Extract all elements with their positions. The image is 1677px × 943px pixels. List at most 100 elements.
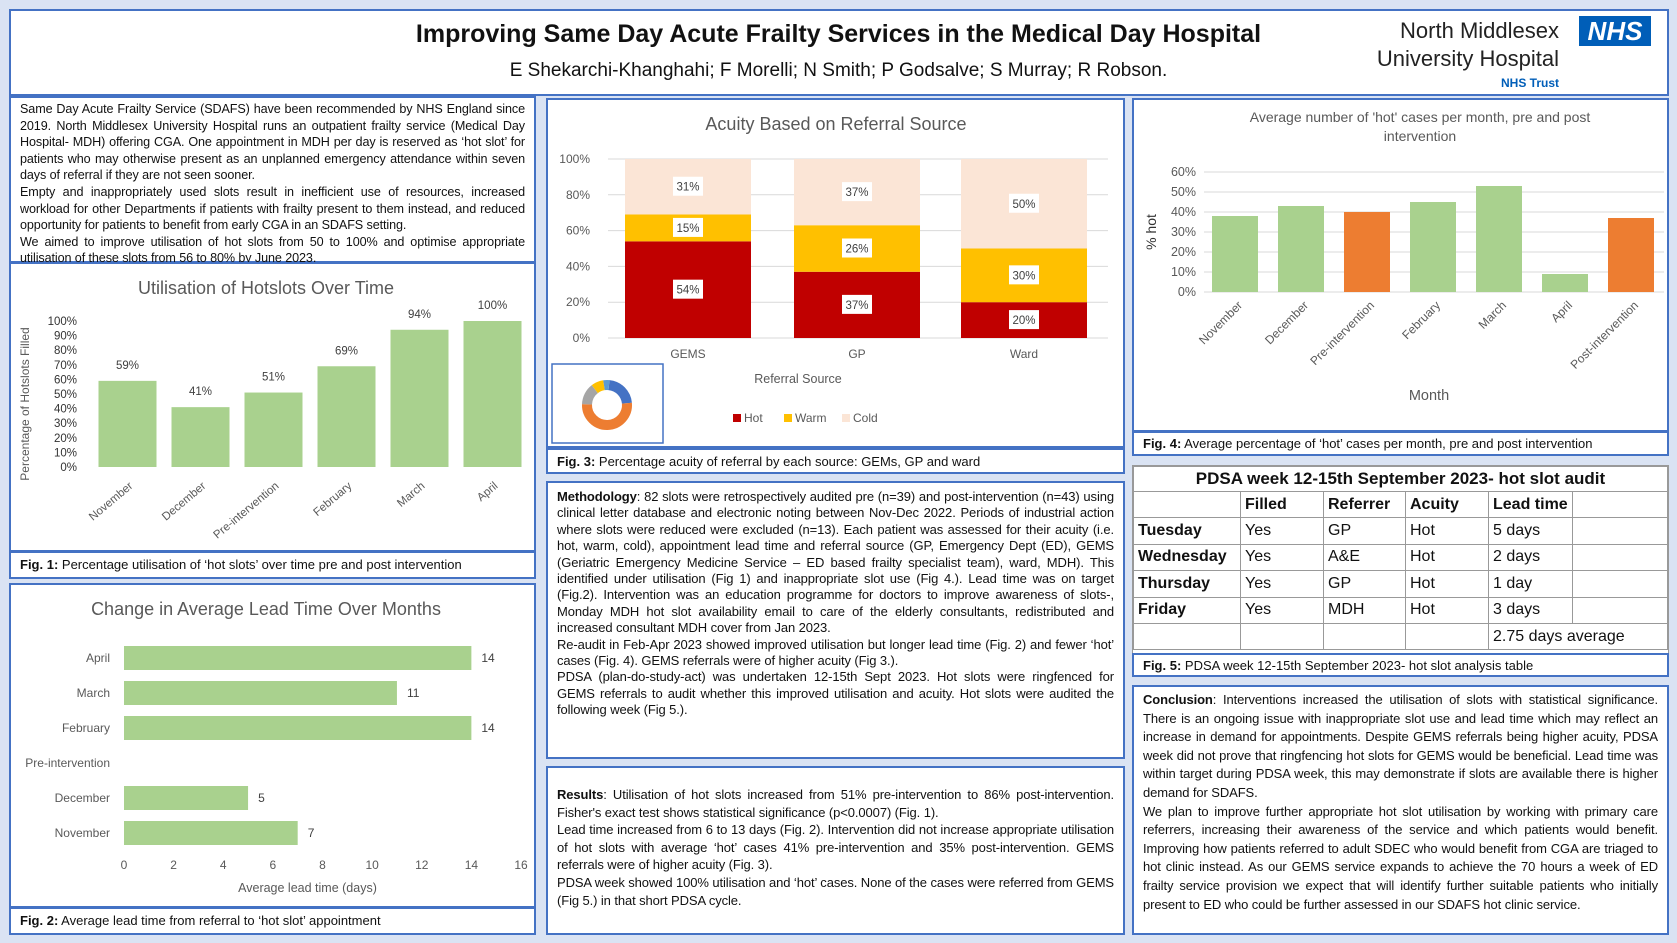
x-axis-label: Referral Source: [754, 372, 842, 386]
fig3-acuity-chart: Acuity Based on Referral Source 0% 20% 40% 6…: [551, 114, 1108, 444]
results-text: : Utilisation of hot slots increased fro…: [557, 787, 1114, 820]
table-cell: 2 days: [1488, 543, 1573, 572]
hospital-logo: North Middlesex University Hospital NHS …: [1359, 12, 1659, 92]
x-tick-label: 14: [465, 858, 479, 872]
fig4-chart-panel: Average number of 'hot' cases per month,…: [1132, 98, 1669, 432]
bar: [124, 821, 298, 845]
poster-header: [9, 9, 1669, 96]
table-cell: 3 days: [1488, 596, 1573, 624]
bar: [1344, 212, 1390, 292]
table-header: [1133, 490, 1241, 519]
bar: [1410, 202, 1456, 292]
table-header: [1571, 490, 1668, 519]
data-label-box: [842, 182, 872, 202]
legend-label: Cold: [853, 411, 878, 425]
results-panel: Results: Utilisation of hot slots increa…: [546, 766, 1125, 935]
bar: [1278, 206, 1324, 292]
table-cell: [1240, 622, 1324, 651]
table-row: Thursday Yes GP Hot 1 day: [1133, 570, 1668, 598]
data-label-box: [673, 176, 703, 196]
table-cell: Tuesday: [1133, 517, 1241, 545]
x-axis-label: Average lead time (days): [238, 881, 377, 895]
caption-text: Average percentage of ‘hot’ cases per mo…: [1181, 436, 1593, 451]
caption-label: Fig. 4:: [1143, 436, 1182, 451]
conclusion-panel: Conclusion: Interventions increased the …: [1132, 685, 1669, 935]
bar: [1476, 186, 1522, 292]
table-cell: 5 days: [1488, 517, 1573, 545]
x-tick-label: April: [475, 480, 500, 504]
introduction-panel: Same Day Acute Frailty Service (SDAFS) h…: [9, 96, 536, 265]
x-tick-label: 12: [415, 858, 429, 872]
x-tick-label: 10: [365, 858, 379, 872]
table-cell: Yes: [1240, 517, 1324, 545]
data-label: 41%: [189, 386, 212, 398]
fig1-chart-panel: Utilisation of Hotslots Over Time 0% 10% 20…: [9, 262, 536, 552]
nhs-badge-icon: NHS: [1579, 16, 1651, 46]
table-cell: Wednesday: [1133, 543, 1241, 572]
y-tick-label: 60%: [54, 374, 77, 386]
conclusion-paragraph: Conclusion: Interventions increased the …: [1143, 691, 1658, 803]
data-label: 100%: [478, 300, 507, 312]
data-label: 51%: [262, 372, 285, 384]
y-tick-label: 0%: [573, 331, 591, 345]
y-tick-label: 100%: [559, 152, 590, 166]
table-header: Referrer: [1323, 490, 1406, 519]
y-tick-label: Pre-intervention: [25, 756, 110, 770]
table-row: Friday Yes MDH Hot 3 days: [1133, 596, 1668, 624]
y-tick-label: 40%: [566, 259, 590, 273]
y-tick-label: 70%: [54, 360, 77, 372]
donut-segment: [591, 380, 606, 394]
y-tick-label: December: [55, 791, 110, 805]
methodology-text: : 82 slots were retrospectively audited …: [557, 489, 1114, 636]
donut-segment: [582, 385, 599, 405]
x-tick-label: GP: [848, 347, 865, 361]
conclusion-text: : Interventions increased the utilisatio…: [1143, 692, 1658, 800]
data-label-box: [673, 279, 703, 299]
y-tick-label: 50%: [54, 389, 77, 401]
data-label-box: [842, 294, 872, 314]
x-tick-label: 0: [121, 858, 128, 872]
chart-title-line: Average number of 'hot' cases per month,…: [1250, 109, 1591, 125]
x-tick-label: Pre-intervention: [212, 480, 282, 541]
methodology-heading: Methodology: [557, 489, 637, 504]
fig2-caption: Fig. 2: Average lead time from referral …: [9, 907, 536, 935]
data-label: 50%: [1012, 199, 1035, 211]
caption-text: Percentage acuity of referral by each so…: [595, 454, 981, 469]
data-label-box: [1009, 265, 1039, 285]
data-label: 30%: [1012, 270, 1035, 282]
y-tick-label: 60%: [1171, 165, 1196, 179]
fig3-chart-panel: Acuity Based on Referral Source 0% 20% 40% 6…: [546, 98, 1125, 448]
data-label: 14: [481, 721, 495, 735]
table-header: Acuity: [1405, 490, 1489, 519]
data-label-box: [673, 217, 703, 237]
y-tick-label: 80%: [566, 188, 590, 202]
intro-paragraph: Same Day Acute Frailty Service (SDAFS) h…: [20, 102, 525, 183]
data-label: 37%: [845, 300, 868, 312]
legend-swatch: [842, 414, 850, 422]
table-row: Tuesday Yes GP Hot 5 days: [1133, 517, 1668, 545]
y-tick-label: 90%: [54, 331, 77, 343]
chart-title: Utilisation of Hotslots Over Time: [138, 278, 394, 298]
y-tick-label: 30%: [1171, 225, 1196, 239]
y-tick-label: 80%: [54, 345, 77, 357]
fig5-caption: Fig. 5: PDSA week 12-15th September 2023…: [1132, 653, 1669, 677]
legend-swatch: [733, 414, 741, 422]
logo-line-3: NHS Trust: [1500, 76, 1559, 90]
y-tick-label: March: [77, 686, 110, 700]
table-cell: [1571, 596, 1668, 624]
legend-swatch: [784, 414, 792, 422]
fig1-caption: Fig. 1: Percentage utilisation of ‘hot s…: [9, 551, 536, 579]
y-tick-label: November: [55, 826, 110, 840]
table-cell: GP: [1323, 570, 1406, 598]
table-cell: Yes: [1240, 543, 1324, 572]
data-label-box: [1009, 193, 1039, 213]
x-tick-label: 6: [270, 858, 277, 872]
methodology-paragraph: PDSA (plan-do-study-act) was undertaken …: [557, 669, 1114, 718]
table-title: PDSA week 12-15th September 2023- hot sl…: [1133, 466, 1668, 492]
results-paragraph: PDSA week showed 100% utilisation and ‘h…: [557, 874, 1114, 908]
data-label-box: [1009, 310, 1039, 330]
table-cell: Friday: [1133, 596, 1241, 624]
chart-title: Average number of 'hot' cases per month,…: [1250, 109, 1591, 144]
poster-authors: E Shekarchi-Khanghahi; F Morelli; N Smit…: [509, 60, 1168, 81]
table-cell: Yes: [1240, 570, 1324, 598]
